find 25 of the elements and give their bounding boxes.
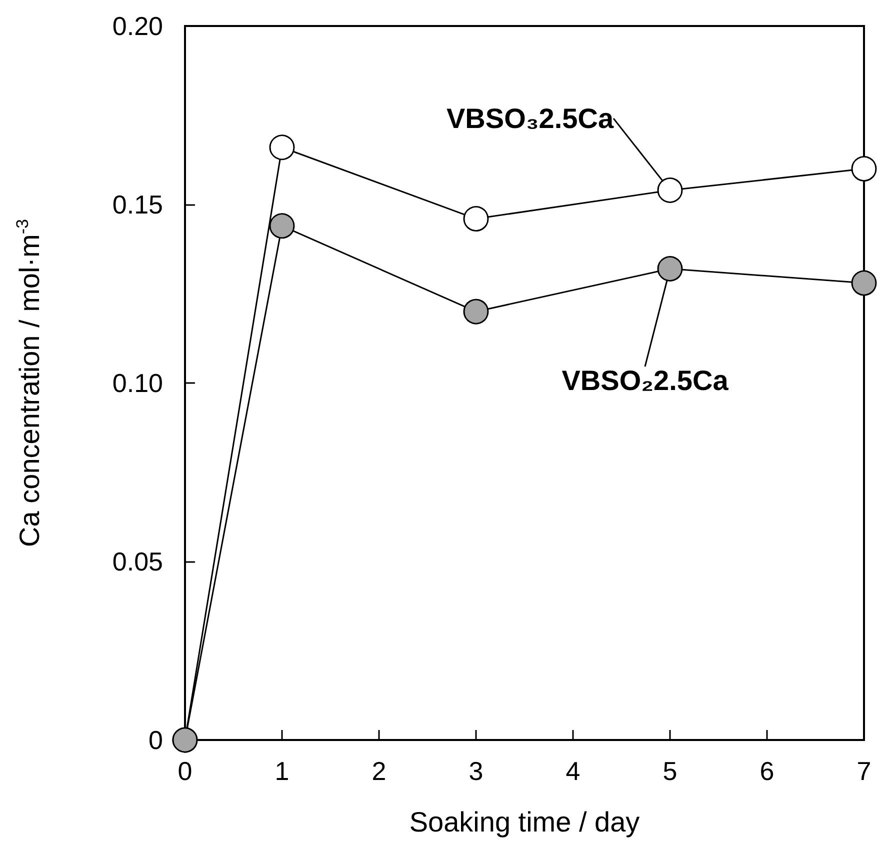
point bbox=[851, 156, 877, 182]
x-axis-title: Soaking time / day bbox=[409, 806, 640, 838]
y-tick-label: 0.10 bbox=[112, 368, 163, 398]
y-tick-label: 0.05 bbox=[112, 546, 163, 576]
x-tick-label: 6 bbox=[760, 756, 774, 786]
x-tick-label: 3 bbox=[468, 756, 484, 786]
y-tick-label: 0 bbox=[148, 725, 163, 755]
point bbox=[463, 206, 489, 232]
y-tick-label: 0.20 bbox=[112, 11, 163, 41]
x-tick-label: 7 bbox=[856, 756, 872, 786]
x-tick-label: 1 bbox=[274, 756, 290, 786]
point bbox=[851, 270, 877, 296]
point bbox=[269, 213, 295, 239]
text: VBSO₃2.5Ca bbox=[446, 102, 614, 134]
point bbox=[657, 256, 683, 282]
x-tick-label: 4 bbox=[566, 756, 580, 786]
y-axis-title: Ca concentration / mol·m-3 bbox=[13, 219, 45, 547]
point bbox=[269, 134, 295, 160]
text: VBSO₂2.5Ca bbox=[562, 365, 729, 396]
point bbox=[657, 177, 683, 203]
x-tick-label: 0 bbox=[178, 756, 192, 786]
point bbox=[463, 298, 489, 324]
x-tick-label: 5 bbox=[662, 756, 678, 786]
x-tick-label: 2 bbox=[372, 756, 386, 786]
y-tick-label: 0.15 bbox=[112, 190, 163, 220]
